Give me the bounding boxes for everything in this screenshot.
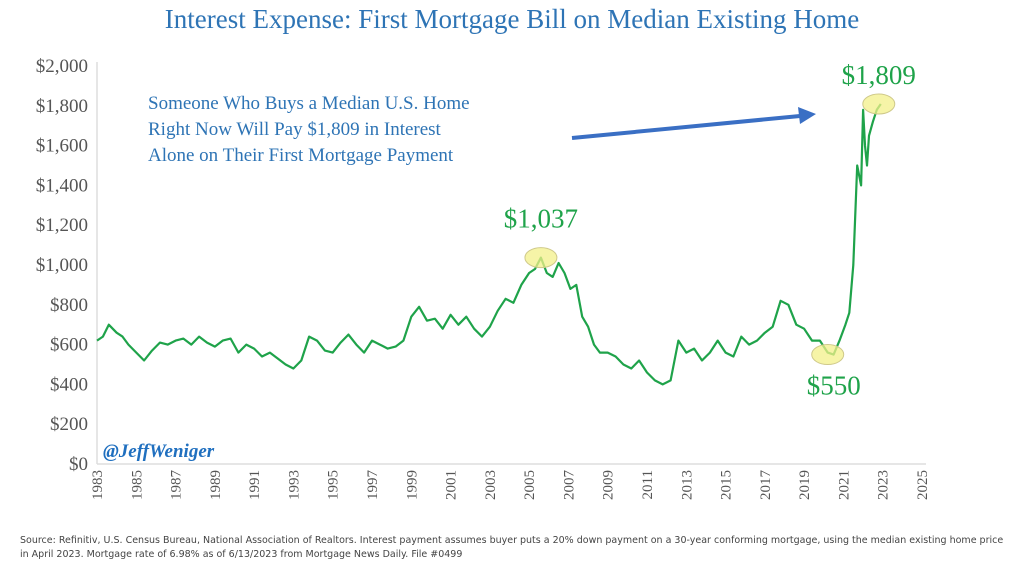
callouts: $1,037 $550 $1,809	[504, 60, 916, 401]
author-handle: @JeffWeniger	[103, 441, 215, 462]
annotation-line-3: Alone on Their First Mortgage Payment	[148, 145, 454, 166]
y-tick-label: $400	[50, 374, 88, 395]
x-tick-label: 2025	[915, 470, 931, 500]
x-axis-ticks: 1983 1985 1987 1989 1991 1993 1995 1997 1999 2001…	[90, 470, 931, 501]
chart-title: Interest Expense: First Mortgage Bill on…	[164, 4, 860, 34]
x-tick-label: 2007	[561, 470, 577, 501]
callout-label: $1,809	[842, 60, 916, 90]
annotation-text: Someone Who Buys a Median U.S. Home Righ…	[148, 93, 470, 166]
arrow-head-icon	[798, 107, 816, 124]
callout-highlight	[811, 344, 845, 366]
x-tick-label: 2017	[758, 470, 774, 501]
y-tick-label: $1,800	[36, 96, 88, 117]
x-tick-label: 1999	[404, 470, 420, 500]
x-tick-label: 2019	[797, 470, 813, 500]
x-tick-label: 2011	[640, 470, 656, 499]
x-tick-label: 1993	[286, 470, 302, 500]
series-line	[96, 103, 882, 386]
y-tick-label: $200	[50, 414, 88, 435]
callout-highlight	[862, 93, 896, 115]
callout-label: $550	[807, 371, 861, 401]
arrow	[571, 107, 816, 140]
x-tick-label: 1985	[129, 470, 145, 500]
y-tick-label: $1,000	[36, 255, 88, 276]
x-tick-label: 1997	[365, 470, 381, 501]
callout-label: $1,037	[504, 204, 578, 234]
source-note: Source: Refinitiv, U.S. Census Bureau, N…	[20, 535, 1004, 560]
x-tick-label: 2023	[876, 470, 892, 500]
x-tick-label: 1987	[169, 470, 185, 501]
y-tick-label: $1,200	[36, 215, 88, 236]
y-tick-label: $2,000	[36, 56, 88, 77]
x-tick-label: 1991	[247, 470, 263, 500]
x-tick-label: 2015	[719, 470, 735, 500]
x-tick-label: 2009	[601, 470, 617, 500]
x-tick-label: 1983	[90, 470, 106, 500]
y-tick-label: $0	[69, 454, 88, 475]
annotation-line-2: Right Now Will Pay $1,809 in Interest	[148, 119, 442, 140]
y-axis-ticks: $0 $200 $400 $600 $800 $1,000 $1,200 $1,400 $1,6…	[36, 56, 88, 475]
y-tick-label: $600	[50, 335, 88, 356]
axes	[96, 62, 926, 465]
x-tick-label: 2013	[679, 470, 695, 500]
callout-highlight	[524, 247, 558, 269]
annotation-line-1: Someone Who Buys a Median U.S. Home	[148, 93, 470, 114]
series-group	[96, 103, 882, 386]
y-tick-label: $1,600	[36, 136, 88, 157]
x-tick-label: 2021	[836, 470, 852, 500]
x-tick-label: 1989	[208, 470, 224, 500]
x-tick-label: 1995	[326, 470, 342, 500]
arrow-shaft	[571, 114, 801, 140]
x-tick-label: 2001	[444, 470, 460, 500]
y-tick-label: $1,400	[36, 175, 88, 196]
x-tick-label: 2003	[483, 470, 499, 500]
y-tick-label: $800	[50, 295, 88, 316]
x-tick-label: 2005	[522, 470, 538, 500]
